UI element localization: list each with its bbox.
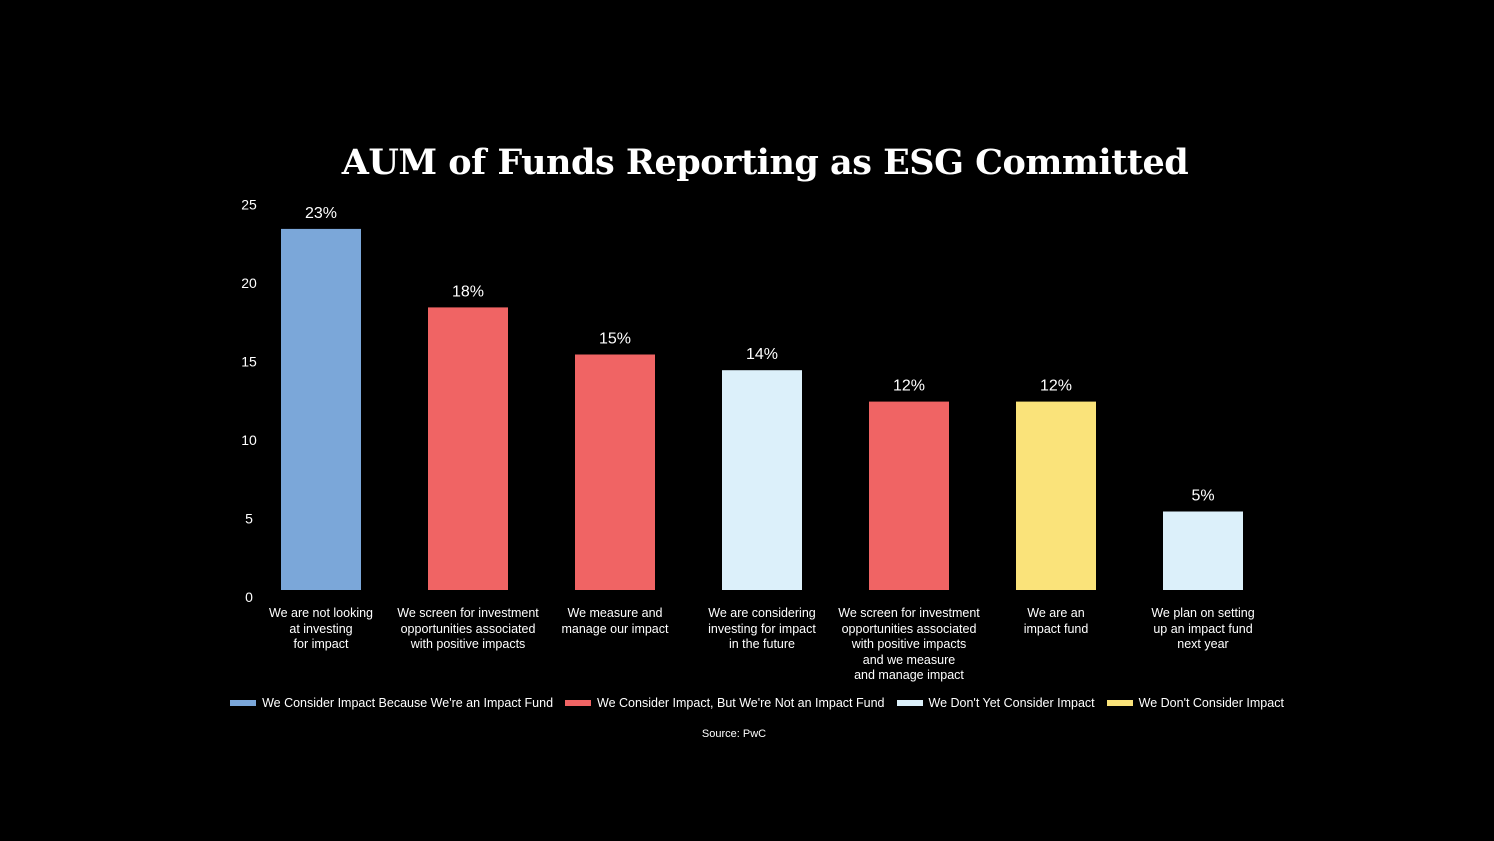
- y-tick-label: 15: [241, 354, 257, 370]
- source-note: Source: PwC: [701, 728, 767, 740]
- legend-item: We Consider Impact Because We're an Impa…: [230, 696, 553, 710]
- bar: [869, 401, 949, 590]
- y-tick-label: 25: [241, 197, 257, 213]
- x-tick-label: We are considering investing for impact …: [708, 606, 816, 651]
- legend-swatch: [230, 700, 257, 706]
- legend: We Consider Impact Because We're an Impa…: [0, 696, 1494, 710]
- legend-label: We Don't Consider Impact: [1138, 696, 1284, 710]
- x-tick-label: We screen for investment opportunities a…: [838, 606, 980, 682]
- legend-item: We Don't Yet Consider Impact: [896, 696, 1095, 710]
- bar: [281, 228, 361, 590]
- chart-title: AUM of Funds Reporting as ESG Committed: [341, 142, 1189, 183]
- x-tick-label: We are an impact fund: [1023, 606, 1089, 636]
- data-label: 12%: [893, 378, 925, 395]
- bar: [428, 307, 508, 590]
- x-tick-label: We are not looking at investing for impa…: [269, 606, 373, 651]
- y-tick-label: 5: [245, 511, 253, 527]
- data-label: 12%: [1040, 378, 1072, 395]
- y-tick-label: 20: [241, 275, 257, 291]
- bar: [1163, 511, 1243, 590]
- data-label: 15%: [599, 331, 631, 348]
- data-label: 23%: [305, 205, 337, 222]
- legend-item: We Consider Impact, But We're Not an Imp…: [565, 696, 885, 710]
- x-tick-label: We screen for investment opportunities a…: [397, 606, 539, 651]
- legend-swatch: [565, 700, 592, 706]
- data-label: 14%: [746, 346, 778, 363]
- legend-item: We Don't Consider Impact: [1106, 696, 1284, 710]
- x-tick-label: We plan on setting up an impact fund nex…: [1151, 606, 1255, 651]
- x-tick-label: We measure and manage our impact: [561, 606, 669, 636]
- legend-label: We Consider Impact, But We're Not an Imp…: [597, 696, 885, 710]
- bar: [575, 354, 655, 590]
- legend-label: We Don't Yet Consider Impact: [928, 696, 1095, 710]
- legend-label: We Consider Impact Because We're an Impa…: [262, 696, 554, 710]
- legend-swatch: [896, 700, 923, 706]
- bar: [722, 370, 802, 590]
- data-label: 5%: [1191, 488, 1214, 505]
- bar: [1016, 401, 1096, 590]
- y-tick-label: 10: [241, 432, 257, 448]
- legend-swatch: [1106, 700, 1133, 706]
- y-tick-label: 0: [245, 589, 253, 605]
- data-label: 18%: [452, 283, 484, 300]
